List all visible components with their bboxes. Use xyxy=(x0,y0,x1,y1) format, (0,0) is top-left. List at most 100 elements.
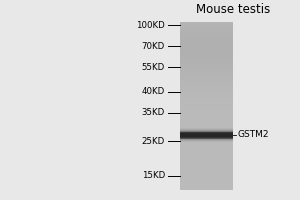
Bar xyxy=(180,91,233,93)
Bar xyxy=(180,72,233,74)
Bar xyxy=(180,140,233,141)
Bar xyxy=(180,134,233,135)
Bar xyxy=(180,139,233,140)
Bar xyxy=(180,128,233,129)
Bar xyxy=(180,55,233,58)
Bar xyxy=(180,134,233,135)
Bar xyxy=(180,132,233,133)
Text: GSTM2: GSTM2 xyxy=(238,130,269,139)
Bar xyxy=(180,129,233,130)
Bar xyxy=(180,42,233,45)
Bar xyxy=(180,174,233,177)
Bar xyxy=(180,145,233,148)
Bar xyxy=(180,105,233,108)
Bar xyxy=(180,84,233,87)
Bar xyxy=(180,22,233,24)
Bar xyxy=(180,89,233,91)
Bar xyxy=(180,143,233,146)
Bar xyxy=(180,128,233,129)
Bar xyxy=(180,156,233,158)
Bar xyxy=(180,130,233,131)
Bar xyxy=(180,138,233,139)
Bar xyxy=(180,131,233,132)
Bar xyxy=(180,51,233,54)
Bar xyxy=(180,166,233,169)
Bar xyxy=(180,130,233,133)
Bar xyxy=(180,114,233,116)
Bar xyxy=(180,38,233,41)
Bar xyxy=(180,185,233,188)
Text: Mouse testis: Mouse testis xyxy=(196,3,270,16)
Text: 25KD: 25KD xyxy=(142,137,165,146)
Bar xyxy=(180,137,233,138)
Bar xyxy=(180,147,233,150)
Bar xyxy=(180,139,233,140)
Bar xyxy=(180,131,233,132)
Bar xyxy=(180,136,233,137)
Bar xyxy=(180,149,233,152)
Bar xyxy=(180,124,233,127)
Bar xyxy=(180,34,233,37)
Bar xyxy=(180,107,233,110)
Bar xyxy=(180,116,233,118)
Bar xyxy=(180,138,233,139)
Bar xyxy=(180,141,233,142)
Bar xyxy=(180,136,233,137)
Bar xyxy=(180,135,233,136)
Bar xyxy=(180,95,233,98)
Bar xyxy=(180,47,233,49)
Bar xyxy=(180,78,233,81)
Bar xyxy=(180,141,233,144)
Bar xyxy=(180,49,233,51)
Bar xyxy=(180,138,233,139)
Bar xyxy=(180,76,233,79)
Bar xyxy=(180,164,233,167)
Bar xyxy=(180,129,233,130)
Bar xyxy=(180,136,233,137)
Bar xyxy=(180,129,233,130)
Bar xyxy=(180,183,233,185)
Bar xyxy=(180,59,233,62)
Bar xyxy=(180,32,233,35)
Bar xyxy=(180,68,233,70)
Bar xyxy=(180,63,233,66)
Bar xyxy=(180,177,233,179)
Bar xyxy=(180,30,233,33)
Bar xyxy=(180,133,233,134)
Bar xyxy=(180,93,233,95)
Bar xyxy=(180,139,233,141)
Bar xyxy=(180,132,233,133)
Bar xyxy=(180,74,233,77)
Bar xyxy=(180,101,233,104)
Bar xyxy=(180,126,233,129)
Text: 55KD: 55KD xyxy=(142,63,165,72)
Bar xyxy=(180,172,233,175)
Text: 35KD: 35KD xyxy=(142,108,165,117)
Bar xyxy=(180,137,233,139)
Text: 40KD: 40KD xyxy=(142,87,165,96)
Bar xyxy=(180,137,233,138)
Bar xyxy=(180,40,233,43)
Text: 100KD: 100KD xyxy=(136,21,165,30)
Bar xyxy=(180,112,233,114)
Bar xyxy=(180,86,233,89)
Bar xyxy=(180,82,233,85)
Bar xyxy=(180,24,233,26)
Bar xyxy=(180,61,233,64)
Bar xyxy=(180,151,233,154)
Bar xyxy=(180,135,233,137)
Bar xyxy=(180,128,233,131)
Bar xyxy=(180,53,233,56)
Bar xyxy=(180,36,233,39)
Bar xyxy=(180,141,233,142)
Bar xyxy=(180,57,233,60)
Bar xyxy=(180,137,233,138)
Bar xyxy=(180,179,233,181)
Text: 70KD: 70KD xyxy=(142,42,165,51)
Bar xyxy=(180,181,233,183)
Bar xyxy=(180,110,233,112)
Bar xyxy=(180,97,233,100)
Bar xyxy=(180,170,233,173)
Bar xyxy=(180,158,233,160)
Bar xyxy=(180,128,233,129)
